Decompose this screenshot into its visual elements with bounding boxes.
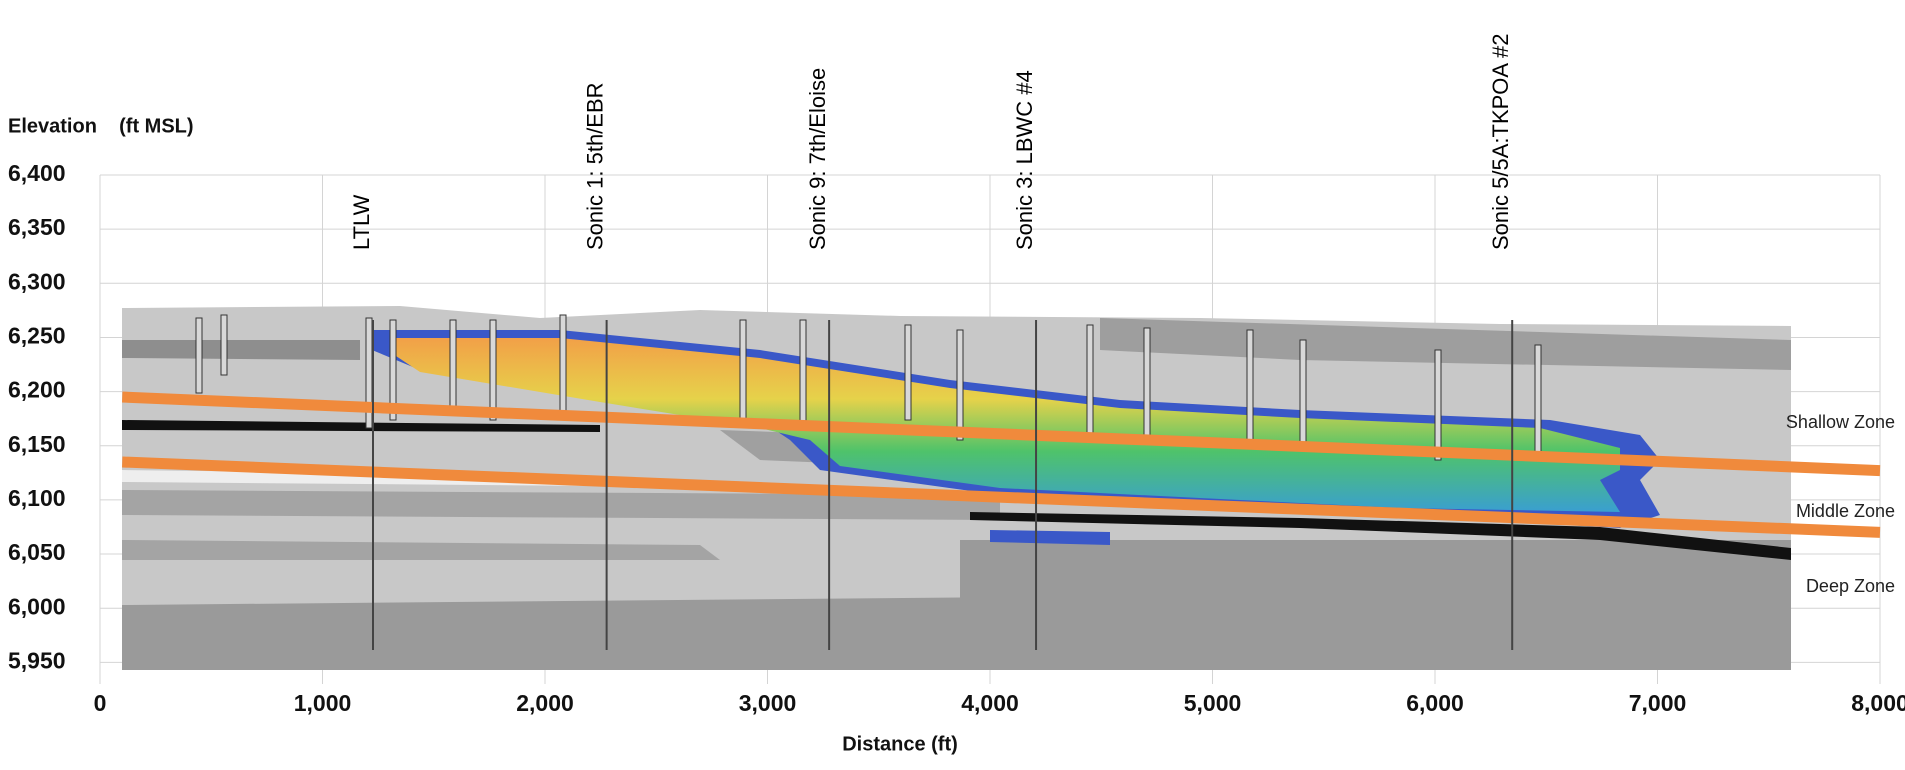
y-tick-label: 6,300	[8, 268, 66, 294]
y-tick-label: 6,100	[8, 485, 66, 511]
well	[740, 320, 746, 420]
y-tick-label: 5,950	[8, 647, 66, 673]
x-axis-title: Distance (ft)	[842, 733, 958, 755]
zone-label: Deep Zone	[1806, 576, 1895, 596]
x-tick-label: 2,000	[516, 690, 574, 716]
x-tick-label: 5,000	[1184, 690, 1242, 716]
well	[490, 320, 496, 420]
x-tick-label: 4,000	[961, 690, 1019, 716]
well	[196, 318, 202, 393]
boring-label: LTLW	[349, 194, 374, 250]
y-tick-label: 6,250	[8, 323, 66, 349]
zone-label: Middle Zone	[1796, 501, 1895, 521]
well	[1087, 325, 1093, 435]
y-tick-label: 6,400	[8, 160, 66, 186]
mid-layer	[122, 340, 360, 360]
x-tick-label: 0	[94, 690, 107, 716]
y-tick-label: 6,050	[8, 539, 66, 565]
boring-label: Sonic 9: 7th/Eloise	[805, 68, 830, 250]
y-tick-label: 6,150	[8, 431, 66, 457]
boring-label: Sonic 5/5A:TKPOA #2	[1488, 34, 1513, 250]
well	[957, 330, 963, 440]
well	[221, 315, 227, 375]
y-tick-label: 6,200	[8, 377, 66, 403]
well	[1144, 328, 1150, 438]
x-tick-label: 8,000	[1851, 690, 1905, 716]
well	[800, 320, 806, 430]
x-tick-label: 3,000	[739, 690, 797, 716]
boring-label: Sonic 3: LBWC #4	[1012, 70, 1037, 250]
y-tick-label: 6,350	[8, 214, 66, 240]
x-tick-label: 7,000	[1629, 690, 1687, 716]
well	[1247, 330, 1253, 440]
well	[560, 315, 566, 415]
x-tick-label: 1,000	[294, 690, 352, 716]
y-tick-label: 6,000	[8, 593, 66, 619]
well	[1535, 345, 1541, 460]
x-tick-label: 6,000	[1406, 690, 1464, 716]
boring-label: Sonic 1: 5th/EBR	[582, 82, 607, 250]
well	[1435, 350, 1441, 460]
chart: LTLW Sonic 1: 5th/EBR Sonic 9: 7th/Eloise S…	[0, 0, 1905, 770]
well	[450, 320, 456, 410]
page: {"chart_data": {"type": "cross-section",…	[0, 0, 1905, 770]
well	[905, 325, 911, 420]
mid-layer	[960, 540, 1791, 600]
zone-label: Shallow Zone	[1786, 412, 1895, 432]
y-axis-title: Elevation (ft MSL)	[8, 115, 194, 137]
well	[1300, 340, 1306, 450]
